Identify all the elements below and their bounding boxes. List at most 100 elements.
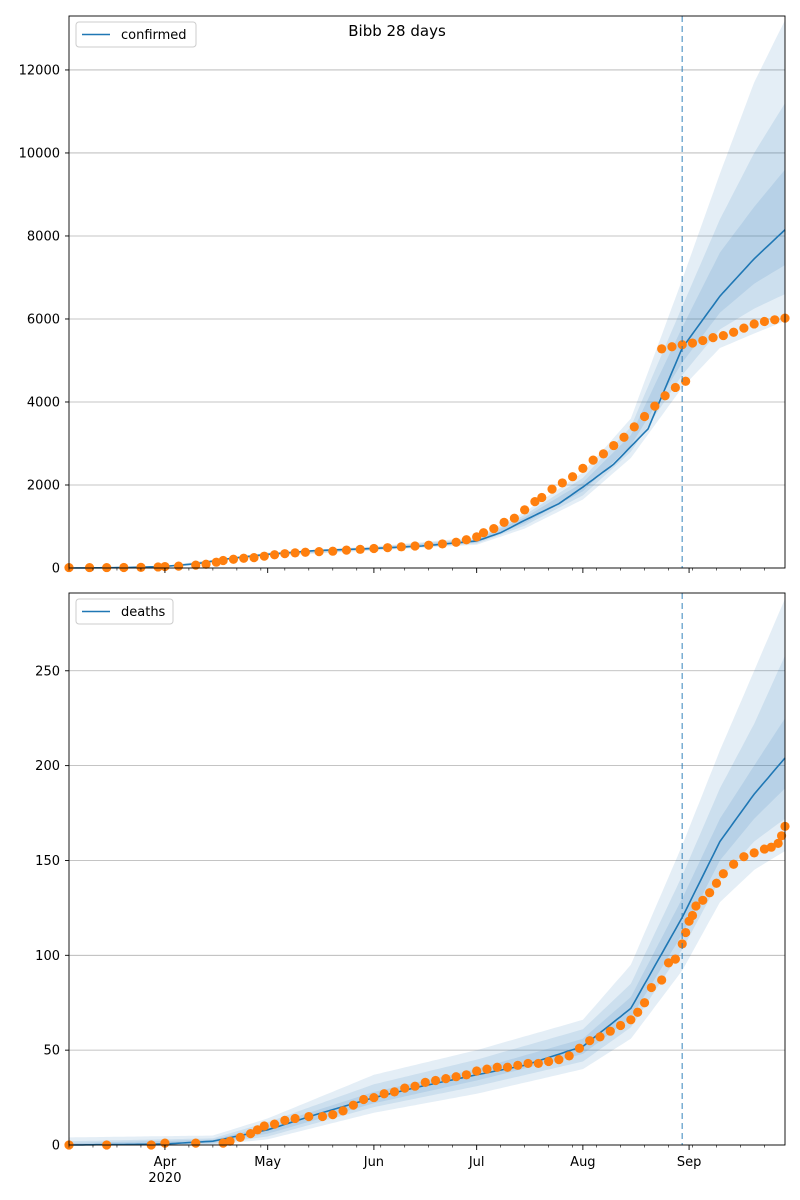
panel-confirmed: 0 2000 4000 6000 8000 10000 12000 confirmed	[19, 15, 790, 577]
observed-point	[314, 547, 324, 557]
observed-point	[687, 910, 698, 921]
observed-point	[711, 878, 722, 888]
observed-point	[341, 545, 352, 555]
observed-point	[537, 492, 547, 503]
observed-point	[191, 560, 201, 570]
observed-point	[691, 901, 701, 911]
observed-point	[396, 542, 406, 552]
observed-point	[513, 1060, 523, 1070]
observed-point	[698, 895, 708, 905]
y-tick-label: 2000	[27, 478, 60, 493]
observed-point	[461, 1070, 471, 1080]
observed-point	[218, 555, 228, 566]
observed-point	[595, 1032, 605, 1042]
observed-point	[280, 549, 290, 559]
y-tick-label: 8000	[27, 229, 60, 244]
observed-point	[348, 1100, 358, 1110]
y-tick-label: 200	[35, 759, 60, 774]
observed-point	[533, 1058, 543, 1069]
observed-point	[609, 440, 619, 451]
observed-point	[657, 975, 667, 985]
observed-point	[670, 954, 680, 964]
observed-point	[304, 1111, 314, 1122]
x-tick-label: Aug	[570, 1155, 595, 1170]
observed-point	[766, 842, 776, 852]
observed-point	[729, 327, 739, 337]
observed-point	[578, 463, 588, 473]
y-tick-label: 4000	[27, 395, 60, 410]
observed-point	[369, 1092, 379, 1103]
observed-point	[615, 1020, 626, 1031]
observed-point	[749, 319, 759, 329]
observed-point	[290, 1113, 300, 1124]
observed-point	[502, 1062, 513, 1072]
observed-point	[759, 316, 770, 327]
observed-point	[729, 859, 739, 869]
observed-point	[544, 1056, 554, 1067]
observed-point	[554, 1055, 564, 1065]
observed-point	[451, 537, 461, 547]
observed-point	[461, 535, 471, 545]
observed-point	[379, 1089, 389, 1099]
x-tick-label: Sep	[677, 1155, 702, 1170]
observed-point	[259, 1121, 269, 1131]
observed-point	[670, 382, 680, 393]
legend-box	[75, 598, 174, 625]
plot-frame	[68, 15, 786, 569]
observed-point	[718, 869, 728, 879]
plot-frame	[68, 592, 786, 1146]
observed-point	[718, 330, 728, 341]
observed-point	[389, 1087, 400, 1097]
observed-point	[269, 1119, 280, 1129]
observed-point	[567, 472, 578, 482]
observed-point	[708, 333, 718, 343]
legend-label: confirmed	[121, 28, 187, 43]
observed-point	[605, 1026, 615, 1036]
observed-point	[489, 523, 499, 534]
legend: confirmed	[75, 21, 197, 48]
observed-point	[410, 541, 420, 551]
observed-point	[739, 852, 749, 862]
observed-point	[499, 517, 509, 527]
observed-point	[663, 958, 674, 968]
observed-point	[245, 1129, 256, 1139]
legend-label: deaths	[121, 605, 166, 620]
x-tick-label: May	[254, 1155, 281, 1170]
uncertainty-band	[69, 103, 785, 568]
observed-point	[201, 559, 211, 569]
observed-point	[136, 562, 146, 572]
observed-point	[770, 315, 780, 325]
observed-point	[657, 344, 667, 354]
model-line	[69, 229, 786, 569]
observed-point	[228, 554, 239, 564]
observed-point	[639, 411, 650, 422]
observed-point	[667, 342, 677, 352]
observed-point	[369, 543, 379, 554]
observed-point	[749, 848, 759, 858]
legend: deaths	[75, 598, 174, 625]
observed-point	[249, 553, 259, 563]
observed-point	[523, 1058, 533, 1069]
observed-point	[547, 484, 557, 494]
observed-point	[530, 496, 540, 507]
observed-point	[557, 478, 567, 488]
legend-box	[75, 21, 197, 48]
observed-point	[598, 449, 609, 459]
x-tick-label: Jul	[468, 1155, 485, 1170]
observed-point	[629, 422, 639, 432]
observed-point	[739, 323, 749, 333]
observed-point	[160, 561, 170, 572]
observed-point	[235, 1132, 245, 1143]
observed-point	[437, 539, 448, 549]
observed-point	[239, 553, 249, 563]
y-tick-label: 10000	[19, 146, 60, 161]
observed-point	[681, 376, 691, 386]
y-tick-label: 50	[43, 1044, 60, 1059]
observed-point	[509, 513, 519, 523]
observed-point	[252, 1125, 263, 1135]
y-tick-label: 250	[35, 664, 60, 679]
observed-point	[472, 1066, 482, 1076]
observed-point	[588, 455, 598, 465]
observed-point	[619, 432, 629, 442]
